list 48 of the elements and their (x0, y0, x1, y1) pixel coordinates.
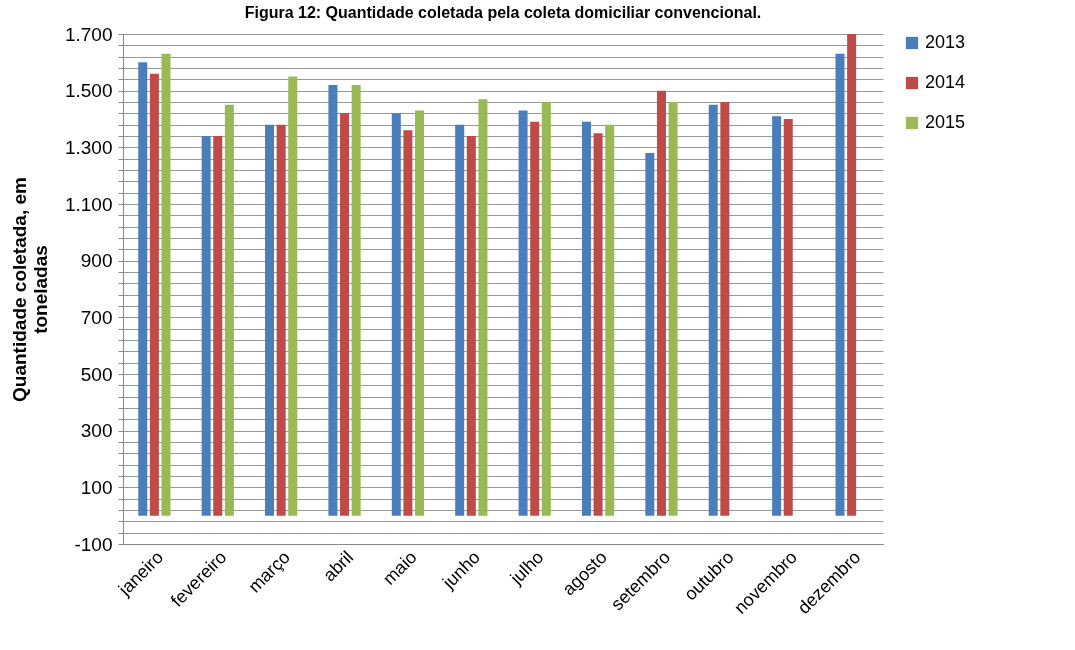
y-tick-label: 1.300 (64, 136, 113, 158)
bar (149, 73, 159, 516)
bar (276, 124, 286, 516)
bar (708, 104, 718, 516)
bar (518, 110, 528, 516)
y-tick-label: 1.100 (64, 193, 113, 215)
bar (288, 76, 298, 516)
bar (201, 136, 211, 516)
bar (645, 153, 655, 516)
y-tick-label: 500 (80, 363, 113, 385)
bar (213, 136, 223, 516)
bar (340, 113, 350, 516)
y-tick-label: 300 (80, 420, 113, 442)
bar (455, 124, 465, 516)
bar (783, 119, 793, 516)
bar (656, 90, 666, 516)
bar (581, 121, 591, 516)
bar (593, 133, 603, 516)
legend-label: 2015 (925, 112, 966, 132)
bar (161, 53, 171, 516)
y-tick-label: 900 (80, 250, 113, 272)
bar (328, 85, 338, 516)
bar (478, 99, 488, 516)
legend-label: 2014 (925, 72, 966, 92)
bar (265, 124, 275, 516)
bar (351, 85, 361, 516)
bar (415, 110, 425, 516)
y-tick-label: -100 (74, 533, 113, 555)
bar (224, 104, 234, 516)
bar (138, 62, 148, 516)
bar (835, 53, 845, 516)
bar (847, 34, 857, 516)
chart-title: Figura 12: Quantidade coletada pela coleta domiciliar convencional. (244, 4, 762, 21)
bar (668, 102, 678, 516)
y-tick-label: 1.700 (64, 23, 113, 45)
bar (466, 136, 476, 516)
bar (720, 102, 730, 516)
bar (605, 124, 615, 516)
y-axis-title: Quantidade coletada, em toneladas (8, 177, 51, 402)
bar (541, 102, 551, 516)
bar (391, 113, 401, 516)
y-tick-label: 100 (80, 476, 113, 498)
bar (530, 121, 540, 516)
bar (403, 130, 413, 516)
bar (772, 116, 782, 516)
y-tick-label: 1.500 (64, 80, 113, 102)
legend-label: 2013 (925, 32, 966, 52)
y-tick-label: 700 (80, 306, 113, 328)
